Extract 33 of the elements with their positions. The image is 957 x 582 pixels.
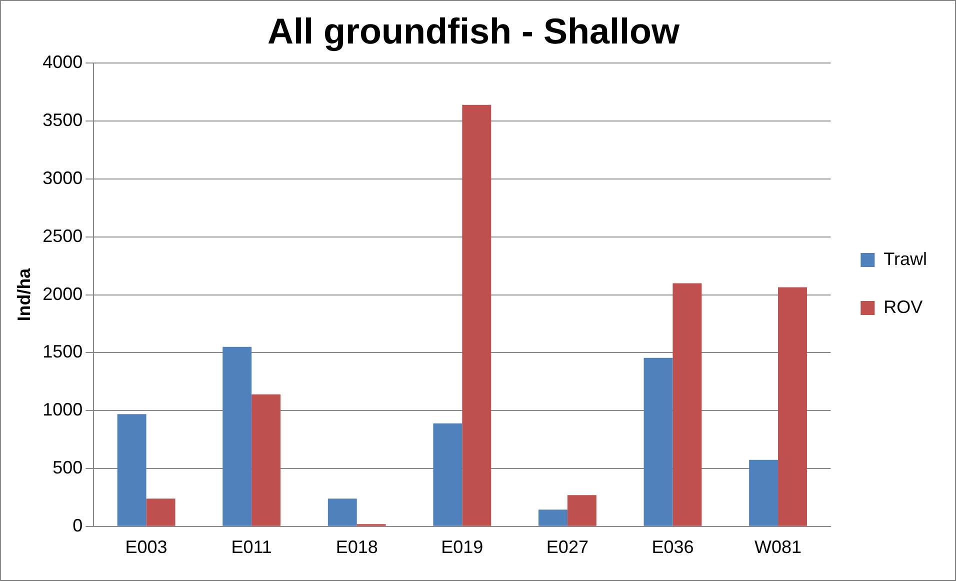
y-tick-label: 3000 [42,168,83,188]
x-tick-label: E011 [231,537,272,558]
x-tick-label: E019 [441,537,484,558]
bar [117,414,146,526]
bar [328,498,357,526]
y-tick-label: 500 [52,457,83,478]
bar [567,495,596,526]
bar [672,283,702,526]
y-axis-title: Ind/ha [14,267,34,322]
bar [749,460,778,526]
y-tick-label: 1500 [42,342,83,362]
legend-label: Trawl [884,248,928,269]
y-tick-label: 1000 [42,400,83,420]
bar [538,510,568,526]
bar [778,287,807,526]
legend-label: ROV [884,296,923,317]
x-tick-label: E003 [125,537,168,558]
bar [252,394,281,526]
bar [462,104,492,526]
bar [644,358,673,526]
y-tick-label: 0 [72,515,83,536]
x-tick-label: E018 [336,537,378,558]
y-tick-label: 4000 [42,52,83,72]
y-tick-label: 3500 [42,110,83,130]
x-tick-label: E036 [652,537,694,558]
x-tick-label: W081 [754,537,802,558]
y-tick-label: 2000 [42,284,83,304]
bar [146,498,176,526]
y-tick-label: 2500 [42,226,83,246]
bar [433,423,462,526]
chart-title: All groundfish - Shallow [268,10,680,52]
x-tick-label: E027 [546,537,588,558]
bar [222,346,252,526]
